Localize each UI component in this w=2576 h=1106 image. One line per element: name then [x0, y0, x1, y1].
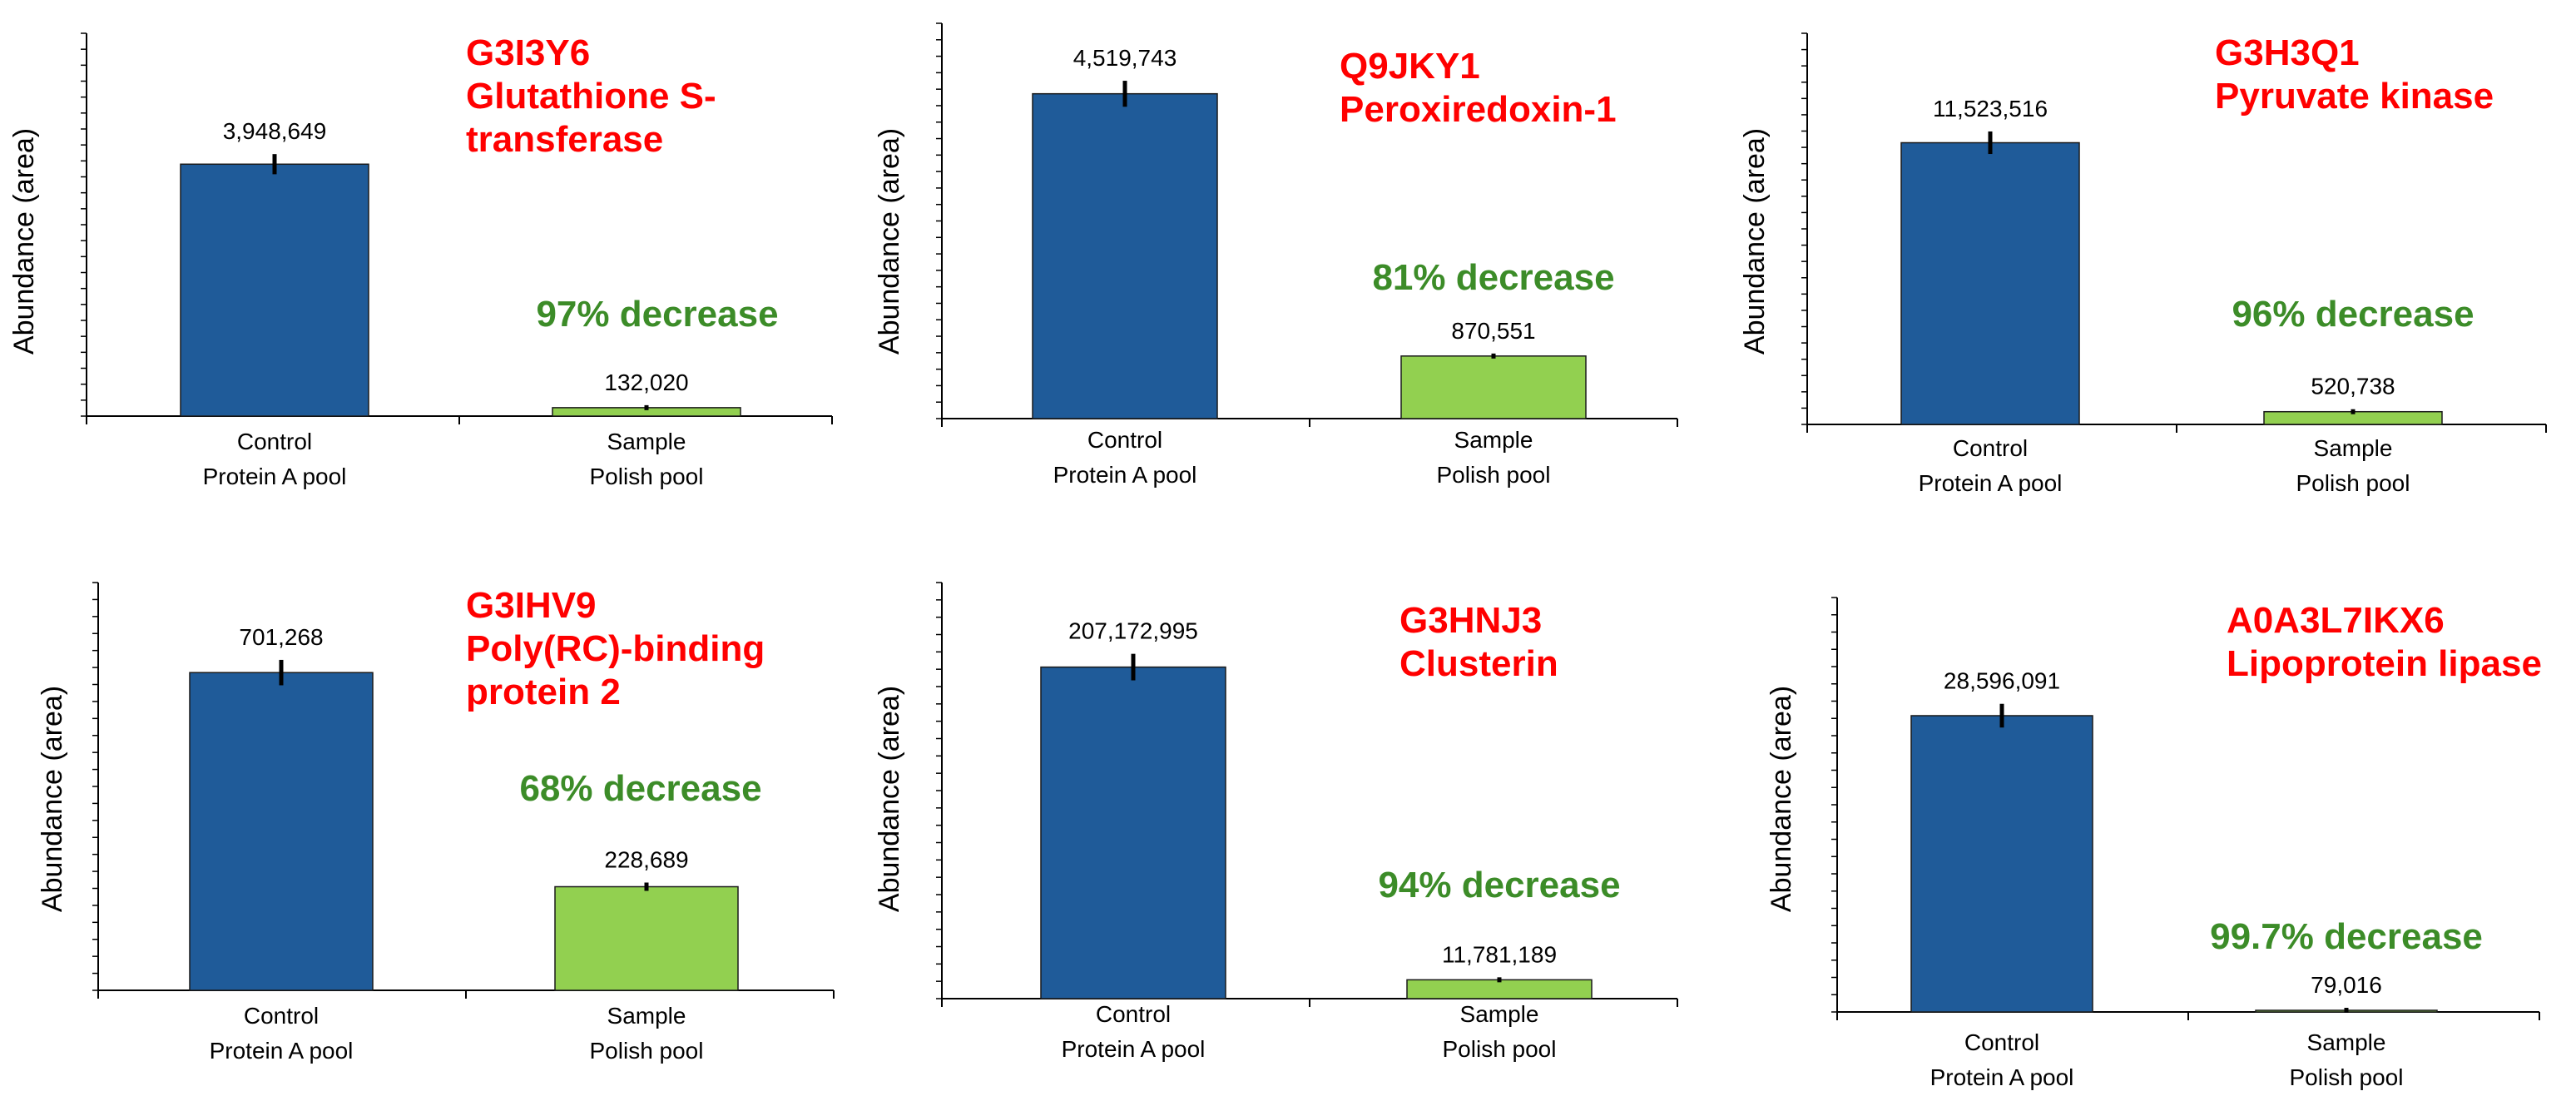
- chart-1-sample-category-label: Polish pool: [590, 464, 704, 489]
- chart-5-control-category-label: Control: [1096, 1001, 1171, 1027]
- chart-2-protein-id: Q9JKY1: [1340, 46, 1480, 87]
- chart-3-control-category-label: Protein A pool: [1919, 470, 2063, 496]
- chart-1-control-bar: [180, 163, 369, 417]
- chart-6-protein-id: A0A3L7IKX6: [2227, 600, 2445, 641]
- chart-4-control-category-label: Protein A pool: [210, 1038, 354, 1064]
- chart-1-y-label: Abundance (area): [8, 128, 40, 355]
- chart-6-control-category-label: Control: [1964, 1029, 2039, 1055]
- chart-5-sample-category-label: Sample: [1460, 1001, 1539, 1027]
- chart-1-protein-name: Glutathione S-: [466, 76, 716, 117]
- chart-3-sample-category-label: Polish pool: [2296, 470, 2410, 496]
- chart-6-control-category-label: Protein A pool: [1930, 1064, 2074, 1090]
- chart-2-sample-category-label: Sample: [1454, 427, 1533, 453]
- chart-4-control-bar: [189, 672, 374, 991]
- chart-3-protein-name: Pyruvate kinase: [2215, 76, 2494, 117]
- chart-5-protein-name: Clusterin: [1399, 643, 1558, 684]
- chart-5-sample-category-label: Polish pool: [1443, 1036, 1557, 1062]
- chart-4-control-value-label: 701,268: [239, 624, 323, 650]
- chart-2-sample-value-label: 870,551: [1451, 318, 1535, 344]
- chart-3-sample-value-label: 520,738: [2311, 374, 2395, 399]
- chart-4-protein-id: G3IHV9: [466, 585, 597, 626]
- chart-1-decrease-label: 97% decrease: [536, 294, 778, 335]
- chart-3-decrease-label: 96% decrease: [2232, 294, 2474, 335]
- chart-2-decrease-label: 81% decrease: [1372, 257, 1614, 298]
- chart-5-control-value-label: 207,172,995: [1068, 618, 1198, 644]
- chart-4-sample-value-label: 228,689: [604, 847, 688, 873]
- chart-3-control-value-label: 11,523,516: [1933, 96, 2048, 122]
- chart-1-control-category-label: Control: [237, 429, 312, 454]
- chart-4-sample-category-label: Polish pool: [590, 1038, 704, 1064]
- chart-2-protein-name: Peroxiredoxin-1: [1340, 89, 1617, 130]
- chart-4-y-label: Abundance (area): [37, 686, 68, 912]
- chart-6-y-label: Abundance (area): [1766, 686, 1797, 912]
- chart-4-protein-name: Poly(RC)-binding: [466, 628, 765, 669]
- chart-5-sample-value-label: 11,781,189: [1442, 941, 1557, 967]
- chart-1-sample-value-label: 132,020: [604, 369, 688, 395]
- chart-2-sample-bar: [1400, 355, 1587, 419]
- chart-6-sample-category-label: Sample: [2307, 1029, 2386, 1055]
- chart-2-y-label: Abundance (area): [874, 128, 905, 355]
- chart-6-sample-category-label: Polish pool: [2290, 1064, 2404, 1090]
- chart-2-sample-category-label: Polish pool: [1437, 462, 1551, 488]
- chart-3-control-category-label: Control: [1953, 435, 2028, 461]
- chart-1-control-category-label: Protein A pool: [203, 464, 347, 489]
- chart-3-y-label: Abundance (area): [1739, 128, 1771, 355]
- chart-1-protein-name: transferase: [466, 119, 663, 160]
- chart-5-decrease-label: 94% decrease: [1378, 865, 1620, 905]
- chart-6-sample-value-label: 79,016: [2311, 972, 2382, 998]
- chart-2-control-category-label: Protein A pool: [1053, 462, 1197, 488]
- chart-5-protein-id: G3HNJ3: [1399, 600, 1542, 641]
- chart-2-control-category-label: Control: [1087, 427, 1162, 453]
- chart-6-decrease-label: 99.7% decrease: [2210, 916, 2483, 957]
- chart-5-sample-bar: [1406, 979, 1593, 999]
- chart-1-protein-id: G3I3Y6: [466, 32, 590, 73]
- chart-3-control-bar: [1900, 141, 2080, 425]
- chart-4-sample-category-label: Sample: [607, 1003, 686, 1029]
- chart-6-protein-name: Lipoprotein lipase: [2227, 643, 2542, 684]
- chart-1-control-value-label: 3,948,649: [223, 118, 327, 144]
- chart-3-sample-category-label: Sample: [2314, 435, 2393, 461]
- chart-3-protein-id: G3H3Q1: [2215, 32, 2360, 73]
- chart-5-control-category-label: Protein A pool: [1062, 1036, 1206, 1062]
- chart-5-control-bar: [1040, 666, 1226, 999]
- chart-6-control-value-label: 28,596,091: [1944, 668, 2060, 694]
- chart-4-decrease-label: 68% decrease: [519, 768, 761, 809]
- chart-4-protein-name: protein 2: [466, 672, 621, 712]
- chart-4-control-category-label: Control: [244, 1003, 319, 1029]
- chart-4-sample-bar: [554, 885, 739, 991]
- chart-2-control-bar: [1032, 92, 1218, 419]
- chart-2-control-value-label: 4,519,743: [1073, 45, 1177, 71]
- chart-5-y-label: Abundance (area): [874, 686, 905, 912]
- chart-1-sample-category-label: Sample: [607, 429, 686, 454]
- chart-6-control-bar: [1910, 715, 2093, 1013]
